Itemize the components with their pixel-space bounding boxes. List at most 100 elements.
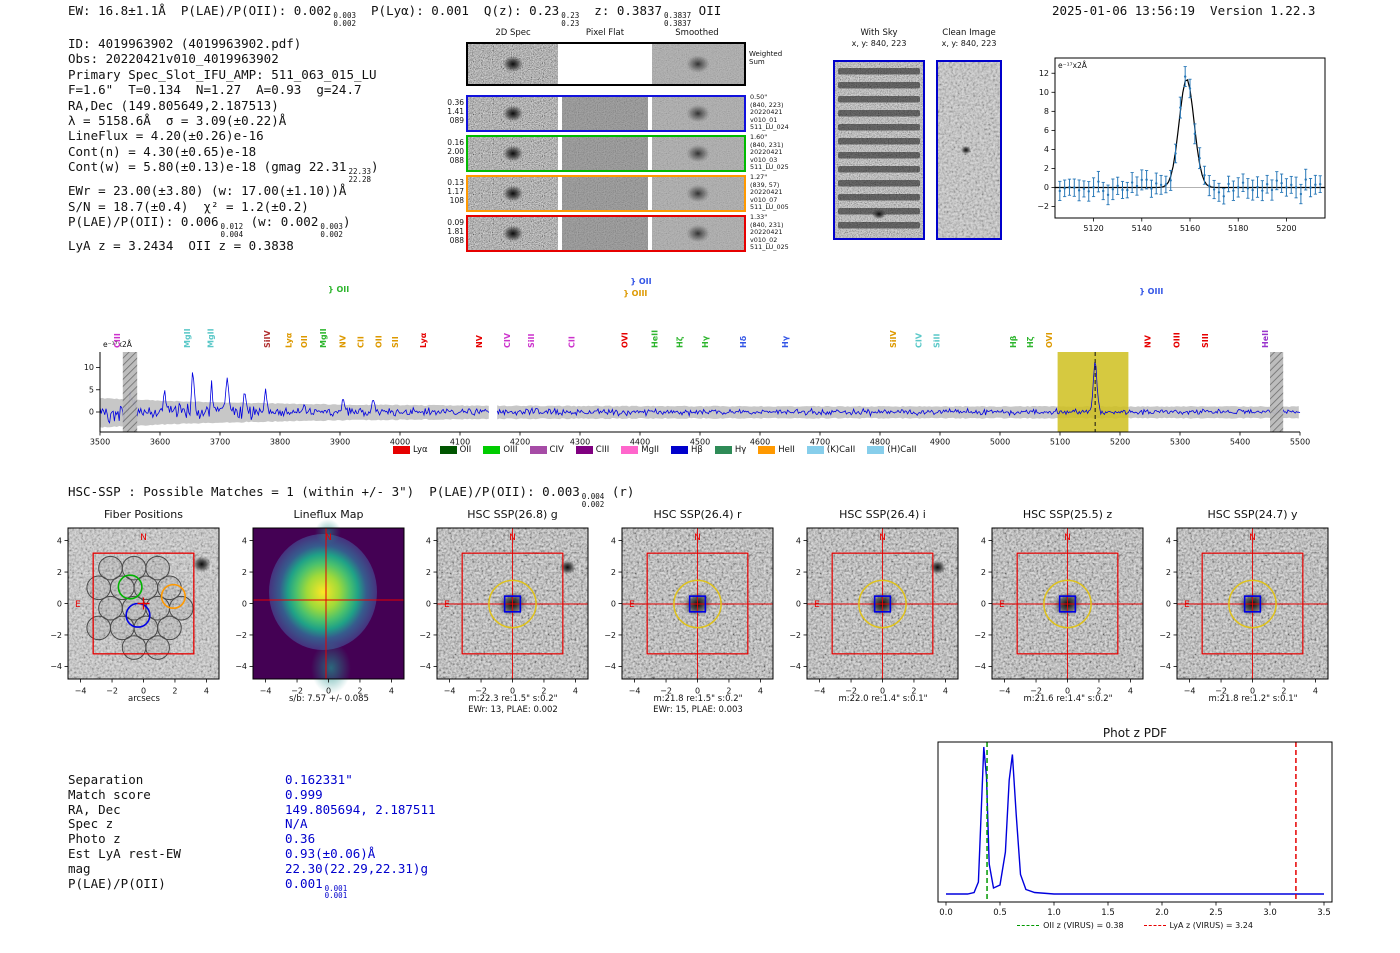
frac-upper: 0.003 xyxy=(333,11,356,20)
emission-line-label: SiII xyxy=(932,334,941,348)
cutout-plot-svg: N E −4 −4 −2 −2 0 0 2 2 4 4 xyxy=(1159,527,1329,696)
svg-text:2: 2 xyxy=(911,687,916,696)
text-run: 0.36 xyxy=(285,831,316,847)
emission-line-label: Hγ xyxy=(701,335,710,348)
emission-line-label: OIII xyxy=(1172,332,1181,348)
svg-text:5100: 5100 xyxy=(1050,438,1070,447)
svg-text:2.0: 2.0 xyxy=(1155,908,1169,918)
cutout-plot-svg: N E −4 −4 −2 −2 0 0 2 2 4 4 xyxy=(419,527,589,696)
cutout-caption-1: arcsecs xyxy=(128,694,160,704)
text-run: HSC-SSP : Possible Matches = 1 (within +… xyxy=(68,484,580,499)
svg-text:2: 2 xyxy=(242,568,247,577)
bracket-line-label: } OII xyxy=(630,277,651,286)
compass-east: E xyxy=(75,600,81,610)
text-run: ) xyxy=(342,214,351,230)
svg-text:5: 5 xyxy=(89,385,94,394)
svg-text:−4: −4 xyxy=(789,662,801,671)
spec2d-row-images xyxy=(468,137,744,170)
cutout-caption-2: EWr: 15, PLAE: 0.003 xyxy=(653,704,743,715)
svg-text:0: 0 xyxy=(880,687,885,696)
compass-east: E xyxy=(1184,600,1190,610)
photz-svg: 0.0 0.5 1.0 1.5 2.0 2.5 3.0 3.5 xyxy=(937,741,1333,918)
stacked-uncertainty: 0.3837 0.3837 xyxy=(664,12,691,27)
svg-text:0: 0 xyxy=(1166,599,1171,608)
svg-text:−2: −2 xyxy=(1037,202,1049,211)
match-row: mag 22.30(22.29,22.31)g xyxy=(68,861,428,876)
svg-text:0: 0 xyxy=(141,687,146,696)
emission-line-label: Hζ xyxy=(676,336,685,348)
clean-image xyxy=(936,60,1002,240)
cutout-plot-svg: N E −4 −4 −2 −2 0 0 2 2 4 4 xyxy=(789,527,959,696)
frac-upper: 0.004 xyxy=(581,492,605,501)
svg-text:0: 0 xyxy=(510,687,515,696)
snr-line: 1.81 xyxy=(447,227,464,237)
cutout-title: Fiber Positions xyxy=(104,508,183,521)
svg-text:−2: −2 xyxy=(235,631,247,640)
match-value: 0.93(±0.06)Å xyxy=(285,846,375,861)
svg-text:5200: 5200 xyxy=(1110,438,1130,447)
svg-text:4200: 4200 xyxy=(510,438,530,447)
svg-text:−2: −2 xyxy=(291,687,303,696)
frac-upper: 0.3837 xyxy=(664,11,692,20)
photz-legend-label: OII z (VIRUS) = 0.38 xyxy=(1043,921,1124,930)
catalog-square xyxy=(688,595,707,613)
clean-image-coords: x, y: 840, 223 xyxy=(941,39,997,48)
spec2d-row xyxy=(466,95,746,132)
catalog-square xyxy=(1058,595,1077,613)
match-row: Match score 0.999 xyxy=(68,787,323,802)
info-line: EWr = 23.00(±3.80) (w: 17.00(±1.10))Å xyxy=(68,183,379,198)
svg-text:−2: −2 xyxy=(475,687,487,696)
svg-text:4: 4 xyxy=(981,536,986,545)
legend-swatch xyxy=(867,445,885,455)
emission-line-label: MgII xyxy=(319,328,328,348)
svg-text:−4: −4 xyxy=(604,662,616,671)
spec2d-row-images xyxy=(468,97,744,130)
match-value: 149.805694, 2.187511 xyxy=(285,802,436,817)
frac-lower: 0.001 xyxy=(324,891,348,901)
svg-text:−4: −4 xyxy=(235,662,247,671)
svg-text:−4: −4 xyxy=(1159,662,1171,671)
text-run: 22.30(22.29,22.31)g xyxy=(285,860,428,876)
match-row: RA, Dec 149.805694, 2.187511 xyxy=(68,802,436,817)
legend-item: (K)CaII xyxy=(806,445,855,455)
stacked-uncertainty: 22.33 22.28 xyxy=(348,168,371,183)
frac-lower: 0.23 xyxy=(561,18,580,28)
svg-text:12: 12 xyxy=(1039,69,1049,78)
catalog-square xyxy=(1243,595,1262,613)
fiber-circle-green xyxy=(117,574,143,600)
svg-text:−2: −2 xyxy=(1159,631,1171,640)
fiber-circle-orange xyxy=(160,583,186,610)
cutout-title: HSC SSP(26.4) r xyxy=(653,508,742,521)
cutout-title: HSC SSP(26.4) i xyxy=(839,508,926,521)
meta-line: 511_LU_024 xyxy=(750,123,789,132)
meta-line: v010_03 xyxy=(750,155,778,164)
snr-line: 0.09 xyxy=(447,218,464,227)
frac-upper: 0.012 xyxy=(220,222,244,232)
match-row: P(LAE)/P(OII) 0.001 0.001 0.001 xyxy=(68,876,347,900)
svg-text:4: 4 xyxy=(1166,536,1171,545)
svg-text:0: 0 xyxy=(695,687,700,696)
svg-text:1.5: 1.5 xyxy=(1101,908,1115,918)
svg-text:3800: 3800 xyxy=(270,438,290,447)
snr-line: 108 xyxy=(449,196,464,206)
spec2d-row-images xyxy=(468,44,744,84)
compass-north: N xyxy=(1064,533,1071,543)
legend-label: OIII xyxy=(503,445,518,455)
svg-text:0: 0 xyxy=(981,599,986,608)
compass-east: E xyxy=(444,600,450,610)
match-row: Photo z 0.36 xyxy=(68,831,315,846)
spec2d-row-images xyxy=(468,217,744,250)
match-label: Est LyA rest-EW xyxy=(68,846,181,861)
cutout-plot-svg: N E −4 −4 −2 −2 0 0 2 2 4 4 xyxy=(604,527,774,696)
svg-text:2: 2 xyxy=(1096,687,1101,696)
svg-text:4100: 4100 xyxy=(450,438,470,447)
spec2d-row xyxy=(466,42,746,86)
match-label: Match score xyxy=(68,786,151,802)
cutout-panel: HSC SSP(26.8) g N E −4 −4 −2 −2 0 0 2 2 4 4 m:22.3 re… xyxy=(413,508,613,720)
snr-line: 0.16 xyxy=(447,138,464,147)
svg-text:−4: −4 xyxy=(75,687,87,696)
photz-title: Phot z PDF xyxy=(1102,726,1168,740)
frac-lower: 22.28 xyxy=(348,174,372,184)
svg-text:4: 4 xyxy=(1044,145,1049,154)
